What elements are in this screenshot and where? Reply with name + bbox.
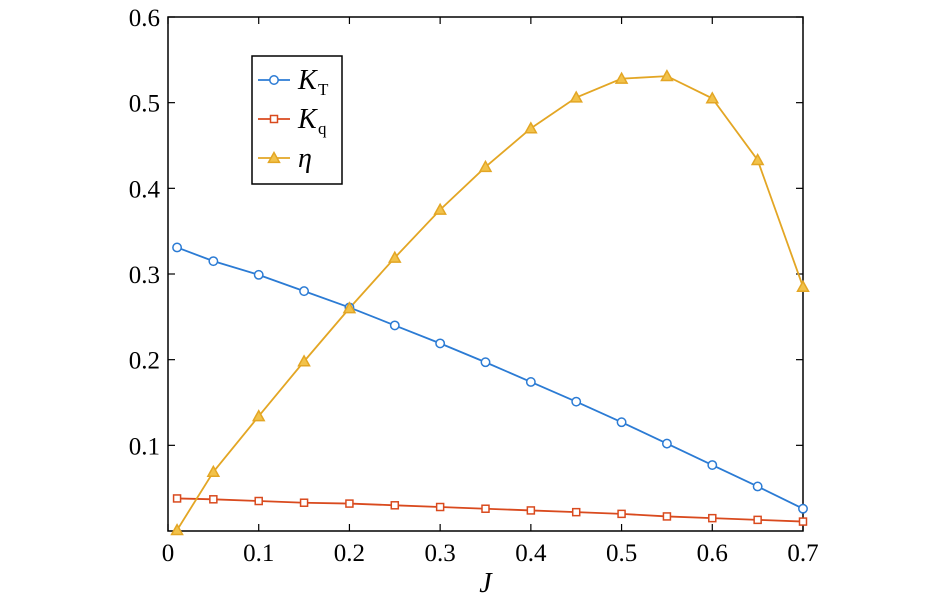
data-point-series-2	[297, 354, 311, 367]
data-point-series-1	[345, 499, 354, 508]
legend-entry-label: K	[297, 65, 318, 96]
x-axis-title: J	[479, 568, 493, 599]
legend-entry-label: K	[297, 104, 318, 135]
data-point-series-2	[750, 153, 765, 166]
x-tick-label: 0.6	[697, 540, 728, 567]
data-point-series-2	[660, 69, 674, 82]
y-tick-label: 0.5	[129, 91, 160, 118]
legend-marker	[269, 114, 279, 124]
y-tick-label: 0.2	[129, 348, 160, 375]
legend-box	[251, 55, 343, 185]
x-tick-label: 0	[162, 540, 175, 567]
data-point-series-2	[206, 464, 221, 478]
data-point-series-0	[661, 438, 672, 449]
data-point-series-1	[571, 507, 581, 517]
data-point-series-0	[389, 320, 400, 331]
axis-ticks	[167, 16, 804, 531]
data-point-series-2	[569, 90, 583, 103]
data-point-series-1	[526, 506, 536, 515]
data-point-series-0	[299, 286, 310, 297]
x-tick-label: 0.1	[243, 540, 274, 567]
y-tick-label: 0.6	[129, 5, 160, 32]
x-tick-label: 0.4	[515, 540, 547, 567]
data-point-series-1	[798, 517, 808, 526]
data-point-series-2	[524, 121, 538, 134]
data-point-series-2	[478, 159, 493, 173]
y-tick-label: 0.3	[129, 262, 160, 289]
data-point-series-2	[796, 279, 810, 292]
data-point-series-1	[708, 513, 717, 523]
data-point-series-0	[798, 503, 808, 514]
y-tick-label: 0.4	[129, 176, 161, 203]
data-point-series-0	[480, 357, 491, 368]
x-tick-label: 0.3	[425, 540, 456, 567]
x-tick-label: 0.5	[606, 540, 637, 567]
data-point-series-0	[525, 376, 536, 387]
legend-marker	[269, 75, 279, 85]
legend-entry-subscript: q	[318, 119, 327, 138]
data-point-series-1	[435, 502, 445, 512]
data-point-series-0	[707, 460, 718, 470]
data-point-series-1	[662, 512, 672, 521]
legend-entry-subscript: T	[318, 80, 329, 99]
data-point-series-1	[617, 509, 626, 519]
data-point-series-1	[481, 504, 490, 513]
axis-tick-labels: 0 0.1 0.2 0.3 0.4 0.5 0.6 0.7 0.1 0.2 0.3 0.4 0.5 0.6	[129, 5, 819, 567]
data-point-series-2	[251, 409, 266, 422]
data-point-series-1	[299, 498, 309, 507]
legend-marker	[267, 150, 281, 164]
legend: K TK qη	[251, 55, 343, 185]
y-tick-label: 0.1	[129, 433, 160, 460]
data-point-series-1	[209, 495, 218, 504]
data-point-series-0	[752, 481, 763, 492]
data-point-series-0	[172, 242, 183, 253]
data-point-series-2	[388, 250, 402, 263]
data-point-series-0	[253, 269, 264, 280]
data-point-series-2	[614, 71, 629, 84]
data-point-series-1	[753, 515, 762, 525]
data-point-series-2	[705, 91, 720, 104]
data-point-series-2	[342, 301, 357, 314]
data-point-series-2	[170, 523, 184, 536]
data-point-series-0	[208, 256, 219, 267]
x-tick-label: 0.7	[787, 540, 818, 567]
data-point-series-1	[254, 496, 263, 506]
series-markers	[170, 69, 810, 536]
data-point-series-0	[571, 396, 582, 407]
x-tick-label: 0.2	[334, 540, 365, 567]
series-line-0	[176, 246, 804, 510]
data-point-series-0	[616, 417, 627, 428]
data-point-series-1	[390, 501, 400, 510]
legend-entry-label: η	[298, 143, 312, 174]
data-point-series-2	[433, 202, 447, 215]
data-point-series-0	[435, 338, 446, 349]
data-point-series-1	[172, 494, 182, 503]
